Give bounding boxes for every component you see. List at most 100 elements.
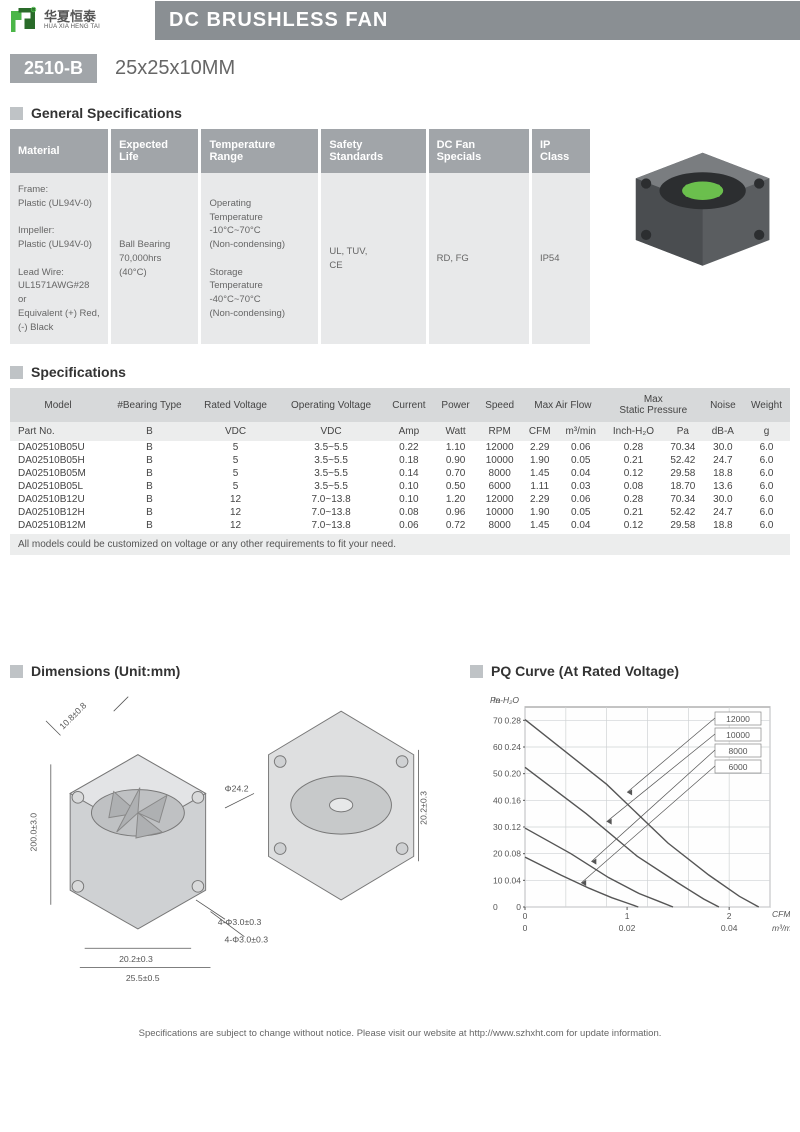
logo-icon: R <box>8 5 38 35</box>
spec-cell: DA02510B05L <box>10 480 106 493</box>
svg-text:0.04: 0.04 <box>504 876 521 886</box>
spec-cell: 0.28 <box>604 493 663 506</box>
gen-spec-header: IP Class <box>530 129 590 173</box>
svg-text:70: 70 <box>493 716 503 726</box>
svg-text:0.20: 0.20 <box>504 769 521 779</box>
spec-cell: 1.90 <box>522 454 558 467</box>
spec-cell: 6.0 <box>743 519 790 532</box>
spec-cell: 0.90 <box>434 454 478 467</box>
spec-cell: 13.6 <box>703 480 743 493</box>
spec-cell: 5 <box>193 454 278 467</box>
spec-cell: 1.90 <box>522 506 558 519</box>
gen-spec-cell: RD, FG <box>427 173 530 344</box>
spec-cell: 6.0 <box>743 480 790 493</box>
spec-cell: 0.14 <box>384 467 434 480</box>
spec-cell: 0.72 <box>434 519 478 532</box>
spec-cell: 3.5~5.5 <box>278 467 384 480</box>
section-title: Specifications <box>31 364 126 380</box>
dimensions-drawing: 10.8±0.8200.0±3.0Φ24.220.2±0.34-Φ3.0±0.3… <box>10 687 440 987</box>
spec-cell: B <box>106 441 193 454</box>
svg-text:60: 60 <box>493 742 503 752</box>
spec-cell: 6.0 <box>743 441 790 454</box>
spec-cell: 30.0 <box>703 493 743 506</box>
spec-unit-cell: VDC <box>278 422 384 441</box>
logo: R 华夏恒泰 HUA XIA HENG TAI <box>0 0 155 40</box>
spec-cell: 0.21 <box>604 454 663 467</box>
svg-text:1: 1 <box>625 911 630 921</box>
spec-cell: 18.8 <box>703 467 743 480</box>
spec-cell: 24.7 <box>703 454 743 467</box>
spec-header: Power <box>434 388 478 422</box>
spec-cell: 6000 <box>477 480 521 493</box>
spec-unit-cell: VDC <box>193 422 278 441</box>
svg-text:0.28: 0.28 <box>504 716 521 726</box>
spec-cell: 10000 <box>477 454 521 467</box>
spec-cell: 0.05 <box>558 454 604 467</box>
spec-cell: B <box>106 480 193 493</box>
spec-unit-cell: dB-A <box>703 422 743 441</box>
svg-text:0.08: 0.08 <box>504 849 521 859</box>
spec-cell: 0.06 <box>384 519 434 532</box>
section-pq-header: PQ Curve (At Rated Voltage) <box>470 663 790 679</box>
spec-cell: DA02510B12U <box>10 493 106 506</box>
gen-spec-cell: Operating Temperature -10°C~70°C (Non-co… <box>200 173 320 344</box>
spec-cell: 0.21 <box>604 506 663 519</box>
spec-note: All models could be customized on voltag… <box>10 534 790 555</box>
spec-cell: 6.0 <box>743 467 790 480</box>
svg-text:4-Φ3.0±0.3: 4-Φ3.0±0.3 <box>225 935 269 945</box>
svg-text:0.16: 0.16 <box>504 796 521 806</box>
svg-text:10: 10 <box>493 876 503 886</box>
spec-cell: 52.42 <box>663 454 703 467</box>
spec-cell: 29.58 <box>663 519 703 532</box>
gen-spec-header: Temperature Range <box>200 129 320 173</box>
spec-cell: DA02510B12M <box>10 519 106 532</box>
spec-header: Max Static Pressure <box>604 388 703 422</box>
spec-cell: 0.70 <box>434 467 478 480</box>
svg-text:0.24: 0.24 <box>504 742 521 752</box>
svg-text:CFM: CFM <box>772 909 790 919</box>
svg-text:4-Φ3.0±0.3: 4-Φ3.0±0.3 <box>218 917 262 927</box>
section-title: General Specifications <box>31 105 182 121</box>
spec-cell: 0.03 <box>558 480 604 493</box>
spec-cell: 0.28 <box>604 441 663 454</box>
svg-text:0.02: 0.02 <box>619 923 636 933</box>
spec-unit-cell: B <box>106 422 193 441</box>
spec-cell: 0.10 <box>384 480 434 493</box>
spec-cell: 0.22 <box>384 441 434 454</box>
spec-header: Max Air Flow <box>522 388 604 422</box>
spec-unit-cell: RPM <box>477 422 521 441</box>
svg-text:20.2±0.3: 20.2±0.3 <box>418 791 428 825</box>
spec-cell: 8000 <box>477 519 521 532</box>
spec-cell: 8000 <box>477 467 521 480</box>
spec-unit-cell: Watt <box>434 422 478 441</box>
table-row: DA02510B12MB127.0~13.80.060.7280001.450.… <box>10 519 790 532</box>
spec-unit-cell: CFM <box>522 422 558 441</box>
spec-cell: DA02510B05U <box>10 441 106 454</box>
spec-cell: 0.04 <box>558 519 604 532</box>
spec-unit-cell: Part No. <box>10 422 106 441</box>
spec-cell: 6.0 <box>743 493 790 506</box>
square-bullet-icon <box>10 107 23 120</box>
table-row: DA02510B12HB127.0~13.80.080.96100001.900… <box>10 506 790 519</box>
spec-cell: 7.0~13.8 <box>278 493 384 506</box>
svg-text:2: 2 <box>727 911 732 921</box>
spec-cell: 5 <box>193 467 278 480</box>
spec-cell: 12 <box>193 519 278 532</box>
model-row: 2510-B 25x25x10MM <box>0 40 800 97</box>
square-bullet-icon <box>10 366 23 379</box>
spec-cell: B <box>106 519 193 532</box>
pq-chart: PaIn-H₂O00100.04200.08300.12400.16500.20… <box>470 687 790 947</box>
svg-text:25.5±0.5: 25.5±0.5 <box>126 974 160 984</box>
header-bar: R 华夏恒泰 HUA XIA HENG TAI DC BRUSHLESS FAN <box>0 0 800 40</box>
svg-text:0.12: 0.12 <box>504 822 521 832</box>
spec-cell: 3.5~5.5 <box>278 441 384 454</box>
gen-spec-cell: Ball Bearing 70,000hrs (40°C) <box>110 173 200 344</box>
spec-cell: 0.96 <box>434 506 478 519</box>
table-row: DA02510B05LB53.5~5.50.100.5060001.110.03… <box>10 480 790 493</box>
general-spec-table: MaterialExpected LifeTemperature RangeSa… <box>10 129 590 344</box>
spec-cell: 0.18 <box>384 454 434 467</box>
svg-text:20.2±0.3: 20.2±0.3 <box>119 954 153 964</box>
svg-text:8000: 8000 <box>729 746 748 756</box>
gen-spec-cell: UL, TUV, CE <box>320 173 427 344</box>
spec-cell: 0.08 <box>604 480 663 493</box>
